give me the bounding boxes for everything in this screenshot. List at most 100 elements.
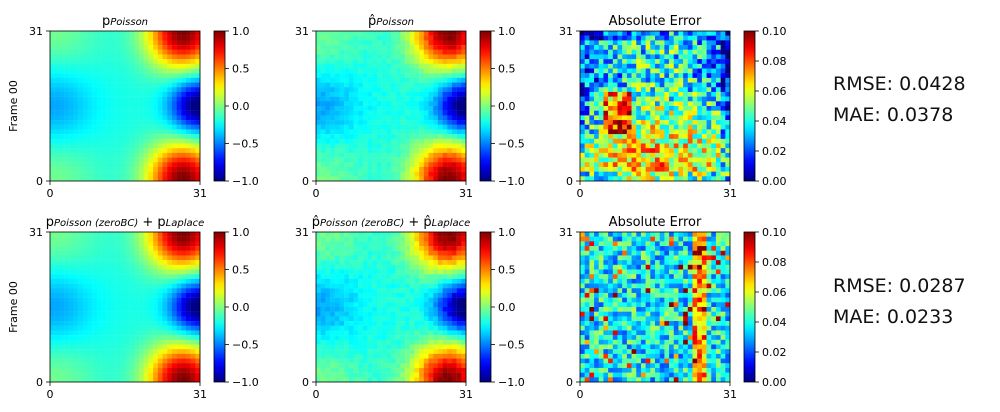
heatmap-cell <box>612 54 618 60</box>
heatmap-cell <box>171 283 177 289</box>
heatmap-cell <box>711 138 717 144</box>
heatmap-cell <box>181 115 187 121</box>
heatmap-cell <box>334 321 340 326</box>
heatmap-cell <box>54 288 60 294</box>
heatmap-cell <box>456 68 462 74</box>
heatmap-cell <box>664 166 670 172</box>
heatmap-cell <box>50 124 55 130</box>
heatmap-cell <box>190 330 196 336</box>
heatmap-cell <box>59 264 65 270</box>
heatmap-cell <box>162 288 168 294</box>
heatmap-cell <box>195 101 201 107</box>
heatmap-cell <box>678 115 684 121</box>
heatmap-cell <box>125 45 130 50</box>
heatmap-cell <box>115 54 121 60</box>
heatmap-cell <box>433 283 439 289</box>
heatmap-cell <box>320 278 326 284</box>
heatmap-cell <box>195 129 201 135</box>
heatmap-cell <box>655 101 660 107</box>
heatmap-cell <box>409 124 415 130</box>
heatmap-cell <box>598 68 604 74</box>
heatmap-cell <box>367 73 373 79</box>
heatmap-cell <box>82 363 88 369</box>
heatmap-cell <box>594 49 599 55</box>
heatmap-cell <box>725 171 731 177</box>
heatmap-cell <box>73 59 79 65</box>
heatmap-cell <box>153 250 159 256</box>
heatmap-cell <box>603 31 609 36</box>
heatmap-cell <box>428 68 434 74</box>
heatmap-cell <box>167 288 173 294</box>
heatmap-cell <box>171 162 177 168</box>
heatmap-cell <box>96 321 102 326</box>
heatmap-cell <box>376 115 382 121</box>
heatmap-cell <box>316 255 321 261</box>
heatmap-cell <box>87 63 93 69</box>
heatmap-cell <box>96 166 102 172</box>
heatmap-cell <box>631 63 637 69</box>
heatmap-cell <box>316 325 321 331</box>
heatmap-cell <box>659 134 665 140</box>
heatmap-cell <box>608 35 614 41</box>
heatmap-cell <box>687 115 693 121</box>
heatmap-cell <box>715 82 721 88</box>
heatmap-cell <box>115 344 121 350</box>
heatmap-cell <box>82 143 88 149</box>
heatmap-cell <box>386 96 392 102</box>
heatmap-cell <box>381 162 387 168</box>
heatmap-cell <box>339 311 345 317</box>
heatmap-cell <box>437 68 443 74</box>
heatmap-cell <box>456 274 462 280</box>
heatmap-cell <box>171 288 177 294</box>
heatmap-cell <box>110 129 116 135</box>
heatmap-cell <box>348 236 354 242</box>
heatmap-cell <box>372 87 378 93</box>
heatmap-cell <box>409 260 415 266</box>
heatmap-cell <box>358 138 364 144</box>
heatmap-cell <box>697 134 703 140</box>
heatmap-cell <box>631 35 637 41</box>
heatmap-cell <box>405 316 410 322</box>
heatmap-cell <box>650 134 656 140</box>
heatmap-cell <box>157 73 163 79</box>
heatmap-cell <box>673 157 679 163</box>
heatmap-cell <box>320 59 326 65</box>
heatmap-cell <box>334 292 340 298</box>
heatmap-cell <box>414 316 420 322</box>
heatmap-cell <box>176 339 182 345</box>
heatmap-cell <box>372 335 378 341</box>
heatmap-cell <box>678 152 684 158</box>
heatmap-cell <box>664 148 670 154</box>
heatmap-cell <box>376 143 382 149</box>
heatmap-cell <box>176 307 182 312</box>
heatmap-cell <box>125 255 130 261</box>
heatmap-cell <box>381 49 387 55</box>
heatmap-cell <box>316 45 321 50</box>
heatmap-cell <box>580 148 585 154</box>
heatmap-cell <box>64 77 69 83</box>
heatmap-cell <box>153 307 159 312</box>
heatmap-cell <box>54 241 60 247</box>
heatmap-cell <box>598 148 604 154</box>
heatmap-cell <box>185 288 191 294</box>
heatmap-cell <box>372 260 378 266</box>
heatmap-cell <box>139 87 144 93</box>
heatmap-cell <box>626 143 632 149</box>
heatmap-cell <box>92 339 98 345</box>
heatmap-cell <box>129 236 135 242</box>
heatmap-cell <box>706 110 712 116</box>
heatmap-cell <box>442 236 448 242</box>
heatmap-cell <box>115 363 121 369</box>
heatmap-cell <box>669 115 674 121</box>
heatmap-cell <box>325 59 331 65</box>
heatmap-cell <box>185 283 191 289</box>
heatmap-cell <box>372 106 378 111</box>
heatmap-cell <box>167 124 173 130</box>
heatmap-cell <box>92 241 98 247</box>
heatmap-cell <box>157 292 163 298</box>
heatmap-cell <box>395 96 401 102</box>
heatmap-cell <box>120 321 126 326</box>
heatmap-cell <box>134 124 140 130</box>
heatmap-cell <box>101 54 107 60</box>
heatmap-cell <box>339 339 345 345</box>
